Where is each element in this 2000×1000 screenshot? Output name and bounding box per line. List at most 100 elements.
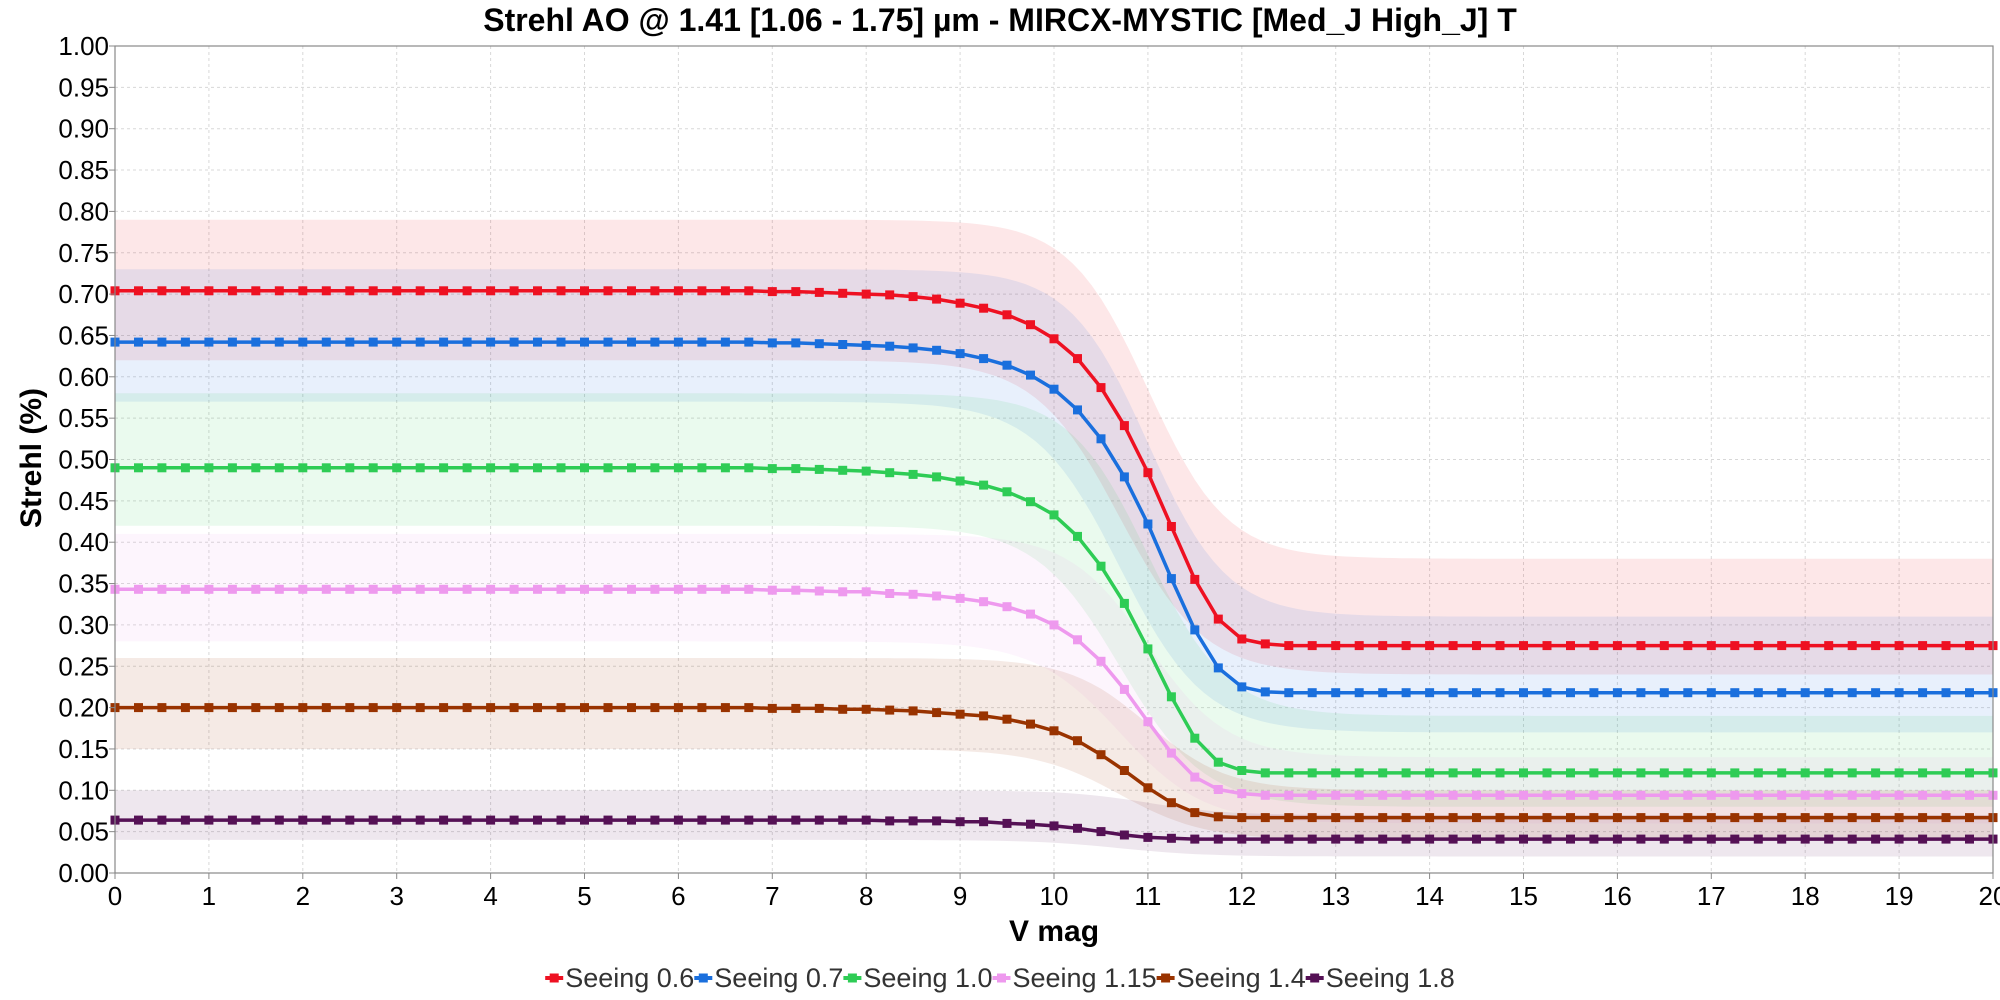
data-point <box>580 337 589 347</box>
data-point <box>1378 641 1388 651</box>
data-point <box>1073 531 1082 541</box>
data-point <box>321 703 331 713</box>
data-point <box>486 463 496 473</box>
data-point <box>955 476 965 486</box>
data-point <box>1965 768 1974 778</box>
data-point <box>1237 766 1247 775</box>
data-point <box>908 706 918 716</box>
data-point <box>1706 641 1716 651</box>
data-point <box>1542 641 1552 651</box>
data-point <box>697 463 707 473</box>
data-point <box>885 290 895 300</box>
data-point <box>1119 421 1129 431</box>
data-point <box>1401 768 1411 778</box>
data-point <box>1918 790 1928 800</box>
data-point <box>838 288 848 298</box>
data-point <box>298 584 308 594</box>
data-point <box>1472 834 1481 844</box>
data-point <box>814 339 824 349</box>
data-point <box>1425 834 1435 844</box>
data-point <box>439 703 449 713</box>
data-point <box>556 703 566 713</box>
data-point <box>767 287 777 297</box>
data-point <box>1026 370 1035 380</box>
data-point <box>1683 813 1693 823</box>
data-point <box>1260 790 1270 800</box>
data-point <box>791 287 801 297</box>
data-point <box>1049 384 1059 394</box>
data-point <box>1190 733 1200 743</box>
data-point <box>157 337 167 347</box>
data-point <box>439 337 449 347</box>
data-point <box>627 286 636 296</box>
data-point <box>298 286 308 296</box>
data-point <box>1753 834 1763 844</box>
data-point <box>1026 497 1035 507</box>
data-point <box>251 463 261 473</box>
data-point <box>1354 813 1364 823</box>
data-point <box>814 586 824 596</box>
data-point <box>908 469 918 479</box>
data-point <box>180 286 190 296</box>
data-point <box>1753 641 1763 651</box>
data-point <box>908 292 918 302</box>
data-point <box>1871 641 1881 651</box>
data-point <box>392 286 402 296</box>
y-tick-label: 0.50 <box>58 445 109 475</box>
data-point <box>1894 688 1904 698</box>
data-point <box>932 708 942 718</box>
data-point <box>1495 768 1505 778</box>
data-point <box>1401 688 1411 698</box>
data-point <box>1166 692 1176 702</box>
data-point <box>932 294 942 304</box>
data-point <box>134 463 143 473</box>
data-point <box>1519 688 1528 698</box>
data-point <box>1331 813 1341 823</box>
data-point <box>979 711 989 721</box>
y-tick-label: 0.45 <box>58 486 109 516</box>
data-point <box>1824 813 1834 823</box>
legend-swatch-marker <box>1310 973 1320 983</box>
data-point <box>1002 310 1012 320</box>
data-point <box>1589 641 1599 651</box>
data-point <box>1777 790 1787 800</box>
data-point <box>979 597 989 607</box>
data-point <box>1941 688 1951 698</box>
data-point <box>1166 798 1176 808</box>
legend-item: Seeing 1.8 <box>1305 963 1455 993</box>
data-point <box>1354 688 1364 698</box>
data-point <box>1542 813 1552 823</box>
data-point <box>1519 790 1528 800</box>
data-point <box>157 286 167 296</box>
data-point <box>1871 834 1881 844</box>
legend-item: Seeing 1.15 <box>992 963 1157 993</box>
data-point <box>814 287 824 297</box>
data-point <box>298 463 308 473</box>
data-point <box>227 584 237 594</box>
data-point <box>1119 766 1129 775</box>
data-point <box>1260 768 1270 778</box>
x-tick-label: 18 <box>1791 881 1820 911</box>
data-point <box>697 337 707 347</box>
series-lines <box>110 286 1998 844</box>
data-point <box>1659 790 1669 800</box>
data-point <box>1683 790 1693 800</box>
data-point <box>1166 833 1176 843</box>
data-point <box>744 337 754 347</box>
data-point <box>1096 434 1106 444</box>
data-point <box>580 815 589 825</box>
data-point <box>955 709 965 719</box>
data-point <box>1354 834 1364 844</box>
y-tick-label: 0.00 <box>58 858 109 888</box>
data-point <box>1519 641 1528 651</box>
data-point <box>134 286 143 296</box>
data-point <box>955 298 965 308</box>
data-point <box>908 589 918 599</box>
data-point <box>1237 682 1247 692</box>
data-point <box>509 286 519 296</box>
data-point <box>1589 790 1599 800</box>
data-point <box>368 286 378 296</box>
data-point <box>838 704 848 714</box>
data-point <box>838 340 848 349</box>
series-seeing-1-8 <box>110 815 1998 844</box>
